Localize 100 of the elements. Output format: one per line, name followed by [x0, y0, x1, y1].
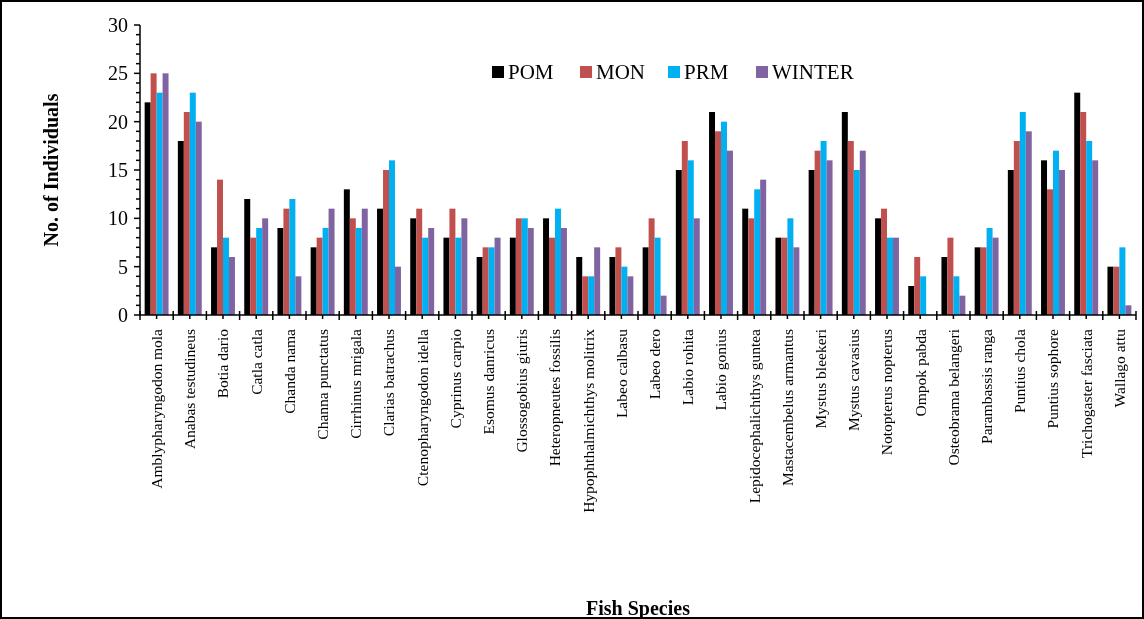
bar: [814, 150, 821, 315]
x-tick-label: Esomus danricus: [480, 329, 498, 435]
x-tick-label: Ompok pabda: [911, 328, 929, 417]
x-tick-label: Ctenopharyngodon idella: [413, 328, 431, 487]
y-tick-label: 10: [108, 207, 128, 230]
bar: [289, 199, 296, 315]
bar: [1019, 112, 1026, 315]
bar: [560, 228, 567, 315]
x-tick-label: Catla catla: [247, 328, 265, 395]
y-tick-label: 30: [108, 14, 128, 36]
bar: [349, 218, 356, 315]
y-tick-label: 25: [108, 62, 128, 85]
x-axis-title: Fish Species: [586, 597, 691, 619]
bar: [521, 218, 528, 315]
bar: [250, 237, 257, 315]
bar: [449, 208, 456, 315]
bar: [1053, 150, 1059, 315]
bar: [820, 141, 827, 315]
bar: [262, 218, 269, 315]
bar: [1013, 141, 1020, 315]
x-tick-label: Labio rohita: [679, 328, 697, 406]
bar: [549, 237, 555, 315]
bar: [920, 276, 927, 315]
bar: [826, 160, 833, 315]
bar: [422, 237, 429, 315]
x-tick-label: Osteobrama belangeri: [944, 328, 962, 466]
bar: [582, 276, 589, 315]
bar: [959, 295, 966, 315]
bar: [687, 160, 694, 315]
bar: [681, 141, 688, 315]
bar: [156, 92, 163, 315]
bar: [283, 208, 290, 315]
bar: [394, 266, 401, 315]
bar: [189, 92, 196, 315]
bar: [228, 257, 235, 315]
bar: [787, 218, 794, 315]
y-tick-label: 5: [118, 255, 128, 278]
bar: [660, 295, 667, 315]
bar: [748, 218, 755, 315]
bar: [721, 121, 727, 315]
bar: [1125, 305, 1132, 315]
legend-label: WINTER: [772, 60, 854, 85]
x-tick-label: Hypophthalmichthys molitrix: [579, 328, 597, 513]
x-tick-label: Wallago attu: [1110, 328, 1128, 408]
x-tick-label: Mystus cavasius: [845, 329, 863, 432]
x-tick-label: Puntius chola: [1011, 328, 1029, 413]
bar: [1047, 189, 1053, 315]
bar: [322, 228, 329, 315]
bar: [1113, 266, 1120, 315]
legend-label: POM: [508, 60, 554, 85]
legend-label: PRM: [684, 60, 729, 85]
x-tick-label: Labio gonius: [712, 329, 730, 411]
x-tick-label: Anabas testudineus: [181, 329, 199, 450]
bar: [1086, 141, 1093, 315]
x-tick-label: Mystus bleekeri: [812, 328, 830, 429]
bar: [383, 170, 389, 315]
bar: [162, 73, 169, 315]
bar: [515, 218, 522, 315]
x-tick-label: Labeo calbasu: [612, 328, 630, 419]
x-tick-label: Glossogobius giuris: [513, 329, 531, 453]
bar: [1092, 160, 1099, 315]
bar: [914, 257, 921, 315]
bar: [627, 276, 634, 315]
bar: [455, 237, 462, 315]
bar: [150, 73, 157, 315]
bar: [1080, 112, 1087, 315]
bar: [217, 179, 223, 315]
bar: [316, 237, 323, 315]
bar: [621, 266, 628, 315]
y-tick-label: 15: [108, 159, 128, 181]
bar: [355, 228, 362, 315]
x-tick-label: Puntius sophore: [1044, 328, 1062, 429]
bar: [295, 276, 302, 315]
bar: [195, 121, 202, 315]
bar: [793, 247, 800, 315]
x-tick-label: Channa punctatus: [314, 329, 332, 440]
bar: [555, 208, 561, 315]
bar: [428, 228, 435, 315]
x-tick-label: Labeo dero: [646, 328, 664, 400]
x-tick-label: Mastacembelus armantus: [778, 329, 796, 487]
bar: [482, 247, 489, 315]
bar: [715, 131, 721, 315]
bar: [980, 247, 987, 315]
bar: [223, 237, 229, 315]
bar: [461, 218, 468, 315]
bar: [389, 160, 395, 315]
x-tick-label: Notopterus nopterus: [878, 329, 896, 456]
bar: [986, 228, 993, 315]
x-tick-label: Lepidocephalichthys guntea: [745, 328, 763, 504]
bar: [887, 237, 893, 315]
y-tick-label: 20: [108, 110, 128, 133]
bar: [947, 237, 954, 315]
bar: [1025, 131, 1032, 315]
bar: [892, 237, 899, 315]
x-tick-label: Chanda nama: [280, 328, 298, 414]
bar: [416, 208, 423, 315]
bar: [588, 276, 595, 315]
x-tick-label: Botia dario: [214, 328, 232, 399]
bar: [726, 150, 733, 315]
bar: [760, 179, 767, 315]
